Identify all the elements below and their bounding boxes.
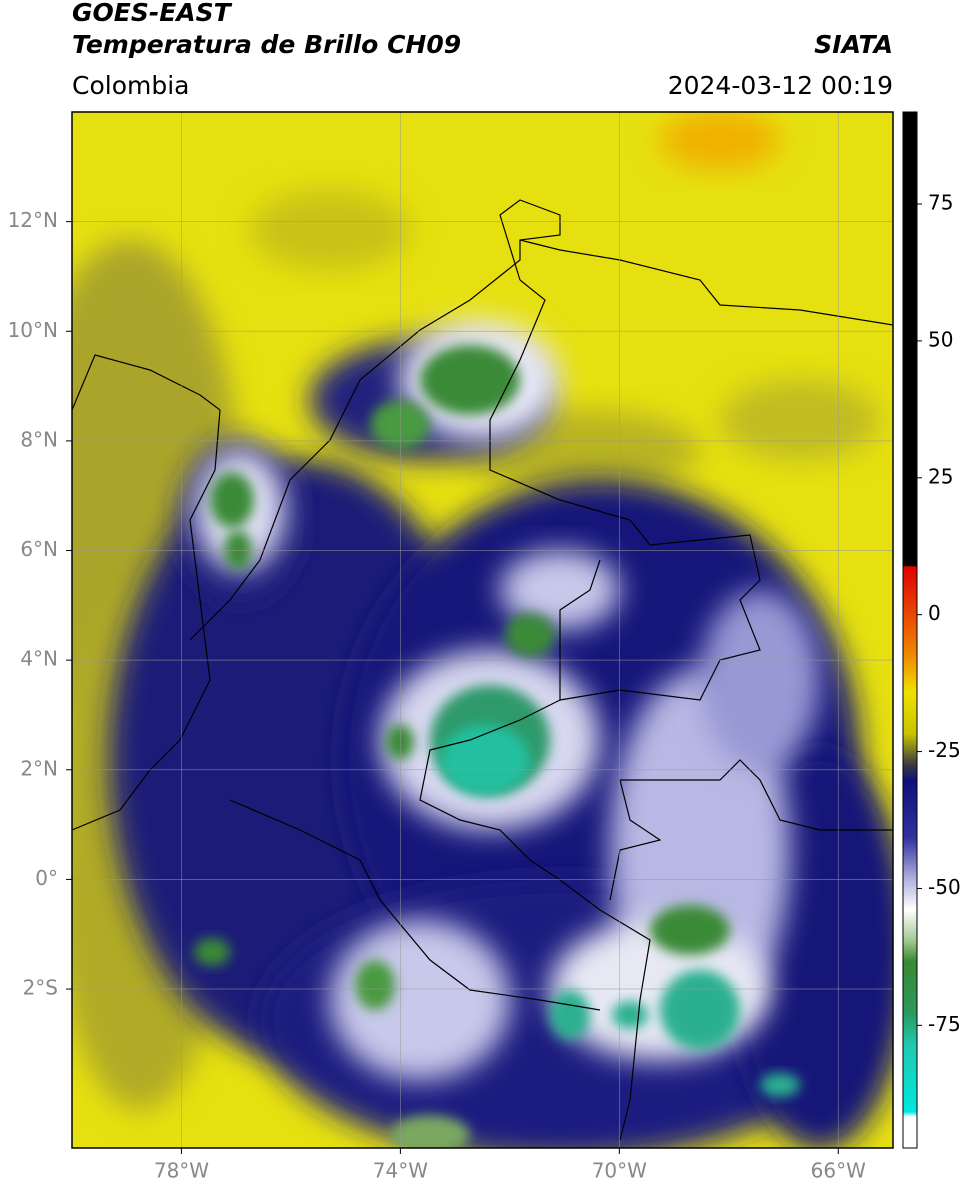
border [609, 779, 662, 901]
colorbar-label: 75 [928, 190, 953, 214]
cloud-region [720, 380, 880, 460]
y-tick-label: 8°N [20, 427, 58, 451]
cloud-region [420, 345, 520, 415]
colorbar-label: -75 [928, 1012, 961, 1036]
y-tick-label: 12°N [8, 208, 58, 232]
colorbar-label: 0 [928, 601, 941, 625]
colorbar-label: -25 [928, 738, 961, 762]
border [620, 759, 893, 831]
region: Colombia [72, 71, 189, 100]
border [229, 799, 601, 1011]
cloud-region [330, 920, 510, 1080]
cloud-region [660, 112, 780, 170]
x-tick-label: 70°W [592, 1159, 647, 1183]
title-product: Temperatura de Brillo CH09 [72, 30, 461, 59]
satellite-image [72, 112, 893, 1148]
cloud-region [370, 400, 430, 450]
cloud-region [250, 190, 410, 270]
y-tick-label: 4°N [20, 647, 58, 671]
border [489, 279, 761, 701]
y-tick-label: 0° [35, 866, 58, 890]
y-tick-label: 2°S [23, 976, 58, 1000]
datetime: 2024-03-12 00:19 [668, 71, 893, 100]
x-tick-label: 78°W [154, 1159, 209, 1183]
title-source: GOES-EAST [72, 0, 233, 27]
cloud-region [650, 905, 730, 955]
border [519, 239, 893, 326]
colorbar [902, 111, 918, 1149]
x-tick-label: 66°W [811, 1159, 866, 1183]
cloud-region [700, 590, 820, 770]
cloud-region [550, 990, 590, 1040]
cloud-region [440, 725, 530, 795]
cloud-region [386, 724, 414, 760]
cloud-region [210, 472, 254, 528]
cloud-region [660, 970, 740, 1050]
map-frame [71, 111, 894, 1149]
cloud-region [500, 550, 620, 630]
cloud-region [612, 1001, 648, 1029]
y-tick-label: 6°N [20, 537, 58, 561]
colorbar-label: 50 [928, 327, 953, 351]
y-tick-label: 10°N [8, 318, 58, 342]
graticule [72, 112, 893, 1148]
border [189, 199, 561, 641]
x-tick-label: 74°W [373, 1159, 428, 1183]
cloud-region [355, 960, 395, 1010]
agency: SIATA [814, 30, 893, 59]
cloud-region [760, 1073, 800, 1097]
y-tick-label: 2°N [20, 756, 58, 780]
cloud-region [390, 1115, 470, 1148]
border [419, 699, 651, 1141]
cloud-region [224, 530, 252, 570]
cloud-region [505, 613, 555, 657]
colorbar-label: 25 [928, 464, 953, 488]
colorbar-label: -50 [928, 875, 961, 899]
cloud-region [194, 938, 230, 966]
